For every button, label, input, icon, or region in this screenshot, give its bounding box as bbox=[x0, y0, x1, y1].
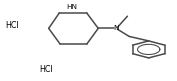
Text: HCl: HCl bbox=[5, 21, 19, 30]
Text: HCl: HCl bbox=[39, 65, 53, 74]
Text: N: N bbox=[113, 25, 119, 31]
Text: HN: HN bbox=[67, 4, 78, 10]
